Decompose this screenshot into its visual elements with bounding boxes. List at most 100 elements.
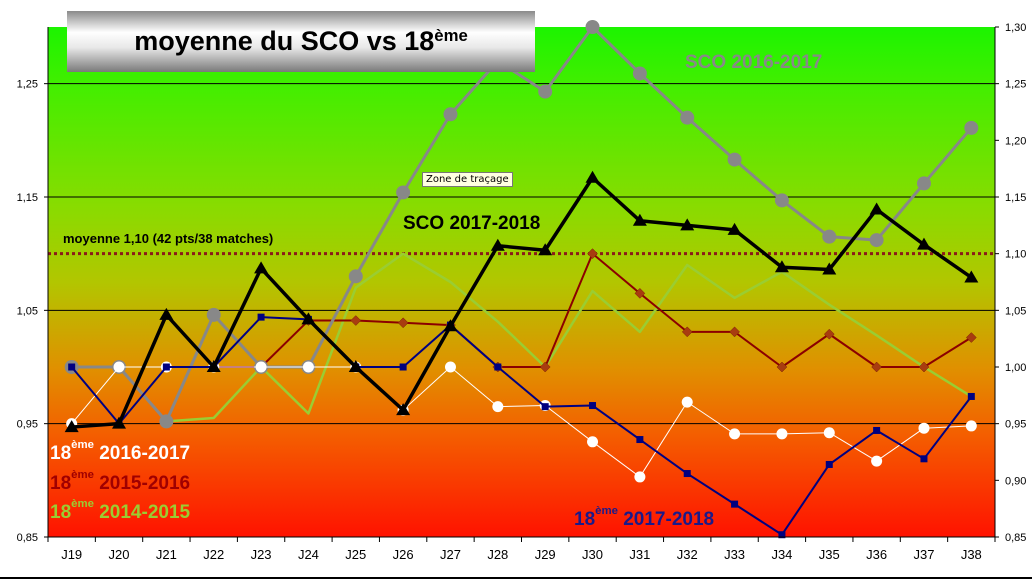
left-y-tick-label: 0,85 xyxy=(17,532,38,544)
plot-area-tooltip: Zone de traçage xyxy=(422,172,513,187)
series-line xyxy=(71,175,973,429)
data-point xyxy=(113,361,125,373)
x-tick-label: J23 xyxy=(251,547,272,562)
x-tick-label: J27 xyxy=(440,547,461,562)
data-point xyxy=(348,360,363,372)
legend-main: 2014-2015 xyxy=(99,502,191,523)
x-tick-label: J38 xyxy=(961,547,982,562)
x-tick-label: J21 xyxy=(156,547,177,562)
x-tick-label: J35 xyxy=(819,547,840,562)
x-tick-label: J19 xyxy=(61,547,82,562)
left-y-tick-label: 1,15 xyxy=(17,192,38,204)
data-point xyxy=(396,185,411,200)
data-point xyxy=(731,500,739,508)
data-point xyxy=(538,84,553,99)
data-point xyxy=(399,363,407,371)
data-point xyxy=(162,363,170,371)
chart-title-sup: ème xyxy=(434,25,468,45)
data-point xyxy=(776,361,788,373)
data-point xyxy=(632,66,647,81)
data-point xyxy=(918,422,930,434)
right-y-tick-label: 1,05 xyxy=(1005,305,1026,317)
x-tick-label: J37 xyxy=(913,547,934,562)
right-y-tick-label: 1,20 xyxy=(1005,135,1026,147)
x-tick-label: J24 xyxy=(298,547,319,562)
legend-18eme-2015-2016: 18ème 2015-2016 xyxy=(50,469,190,495)
data-point xyxy=(492,401,504,413)
chart-title: moyenne du SCO vs 18 ème xyxy=(67,11,535,72)
series-label-sco-2016-2017: SCO 2016-2017 xyxy=(685,52,823,73)
data-point xyxy=(869,233,884,248)
data-point xyxy=(965,332,977,343)
plot-area[interactable] xyxy=(48,27,995,537)
data-point xyxy=(965,420,977,432)
x-tick-label: J26 xyxy=(393,547,414,562)
legend-prefix: 18 xyxy=(50,443,72,464)
x-tick-label: J25 xyxy=(345,547,366,562)
data-point xyxy=(254,261,269,274)
legend-18eme-2017-2018: 18ème 2017-2018 xyxy=(574,505,714,531)
data-point xyxy=(587,436,599,448)
left-y-tick-label: 0,95 xyxy=(17,419,38,431)
legend-sup: ème xyxy=(595,505,618,517)
data-point xyxy=(774,193,789,208)
left-y-tick-label: 1,25 xyxy=(17,79,38,91)
data-point xyxy=(589,402,597,410)
data-point xyxy=(774,260,789,273)
series-18ème-2014-2015 xyxy=(166,252,972,423)
legend-sup: ème xyxy=(71,439,94,451)
data-point xyxy=(68,363,76,371)
right-y-tick-label: 1,25 xyxy=(1005,79,1026,91)
data-point xyxy=(683,470,691,478)
data-point xyxy=(538,243,553,256)
x-tick-label: J30 xyxy=(582,547,603,562)
reference-line-label: moyenne 1,10 (42 pts/38 matches) xyxy=(63,231,274,246)
data-point xyxy=(255,361,267,373)
legend-prefix: 18 xyxy=(50,473,72,494)
data-point xyxy=(585,20,600,34)
data-point xyxy=(444,361,456,373)
legend-sup: ème xyxy=(71,469,94,481)
data-point xyxy=(632,213,647,226)
data-point xyxy=(443,107,458,122)
data-point xyxy=(727,152,742,167)
x-tick-label: J20 xyxy=(109,547,130,562)
data-point xyxy=(397,317,409,329)
x-tick-label: J33 xyxy=(724,547,745,562)
data-point xyxy=(302,361,314,373)
data-point xyxy=(636,436,644,444)
data-point xyxy=(350,315,362,326)
x-tick-label: J34 xyxy=(771,547,792,562)
legend-main: 2016-2017 xyxy=(99,443,191,464)
data-point xyxy=(869,202,884,215)
data-point xyxy=(585,170,600,183)
legend-18eme-2014-2015: 18ème 2014-2015 xyxy=(50,498,191,524)
data-point xyxy=(206,307,221,322)
data-point xyxy=(681,326,693,338)
left-y-tick-label: 1,05 xyxy=(17,305,38,317)
data-point xyxy=(778,531,786,539)
data-point xyxy=(64,420,79,433)
series-line xyxy=(166,252,972,423)
legend-sup: ème xyxy=(71,498,94,510)
data-point xyxy=(112,416,127,429)
data-point xyxy=(541,403,549,411)
x-tick-label: J32 xyxy=(677,547,698,562)
data-point xyxy=(918,361,930,373)
x-tick-label: J31 xyxy=(629,547,650,562)
data-point xyxy=(159,414,174,429)
data-point xyxy=(823,328,835,340)
right-y-tick-label: 1,00 xyxy=(1005,362,1026,374)
chart-title-text: moyenne du SCO vs 18 xyxy=(134,26,435,56)
data-point xyxy=(539,361,551,373)
right-y-tick-label: 0,90 xyxy=(1005,475,1026,487)
right-y-tick-label: 1,30 xyxy=(1005,22,1026,34)
data-point xyxy=(823,427,835,439)
data-point xyxy=(681,396,693,408)
data-point xyxy=(967,392,975,400)
data-point xyxy=(494,363,502,371)
data-point xyxy=(822,229,837,244)
data-point xyxy=(871,455,883,467)
data-point xyxy=(206,360,221,372)
